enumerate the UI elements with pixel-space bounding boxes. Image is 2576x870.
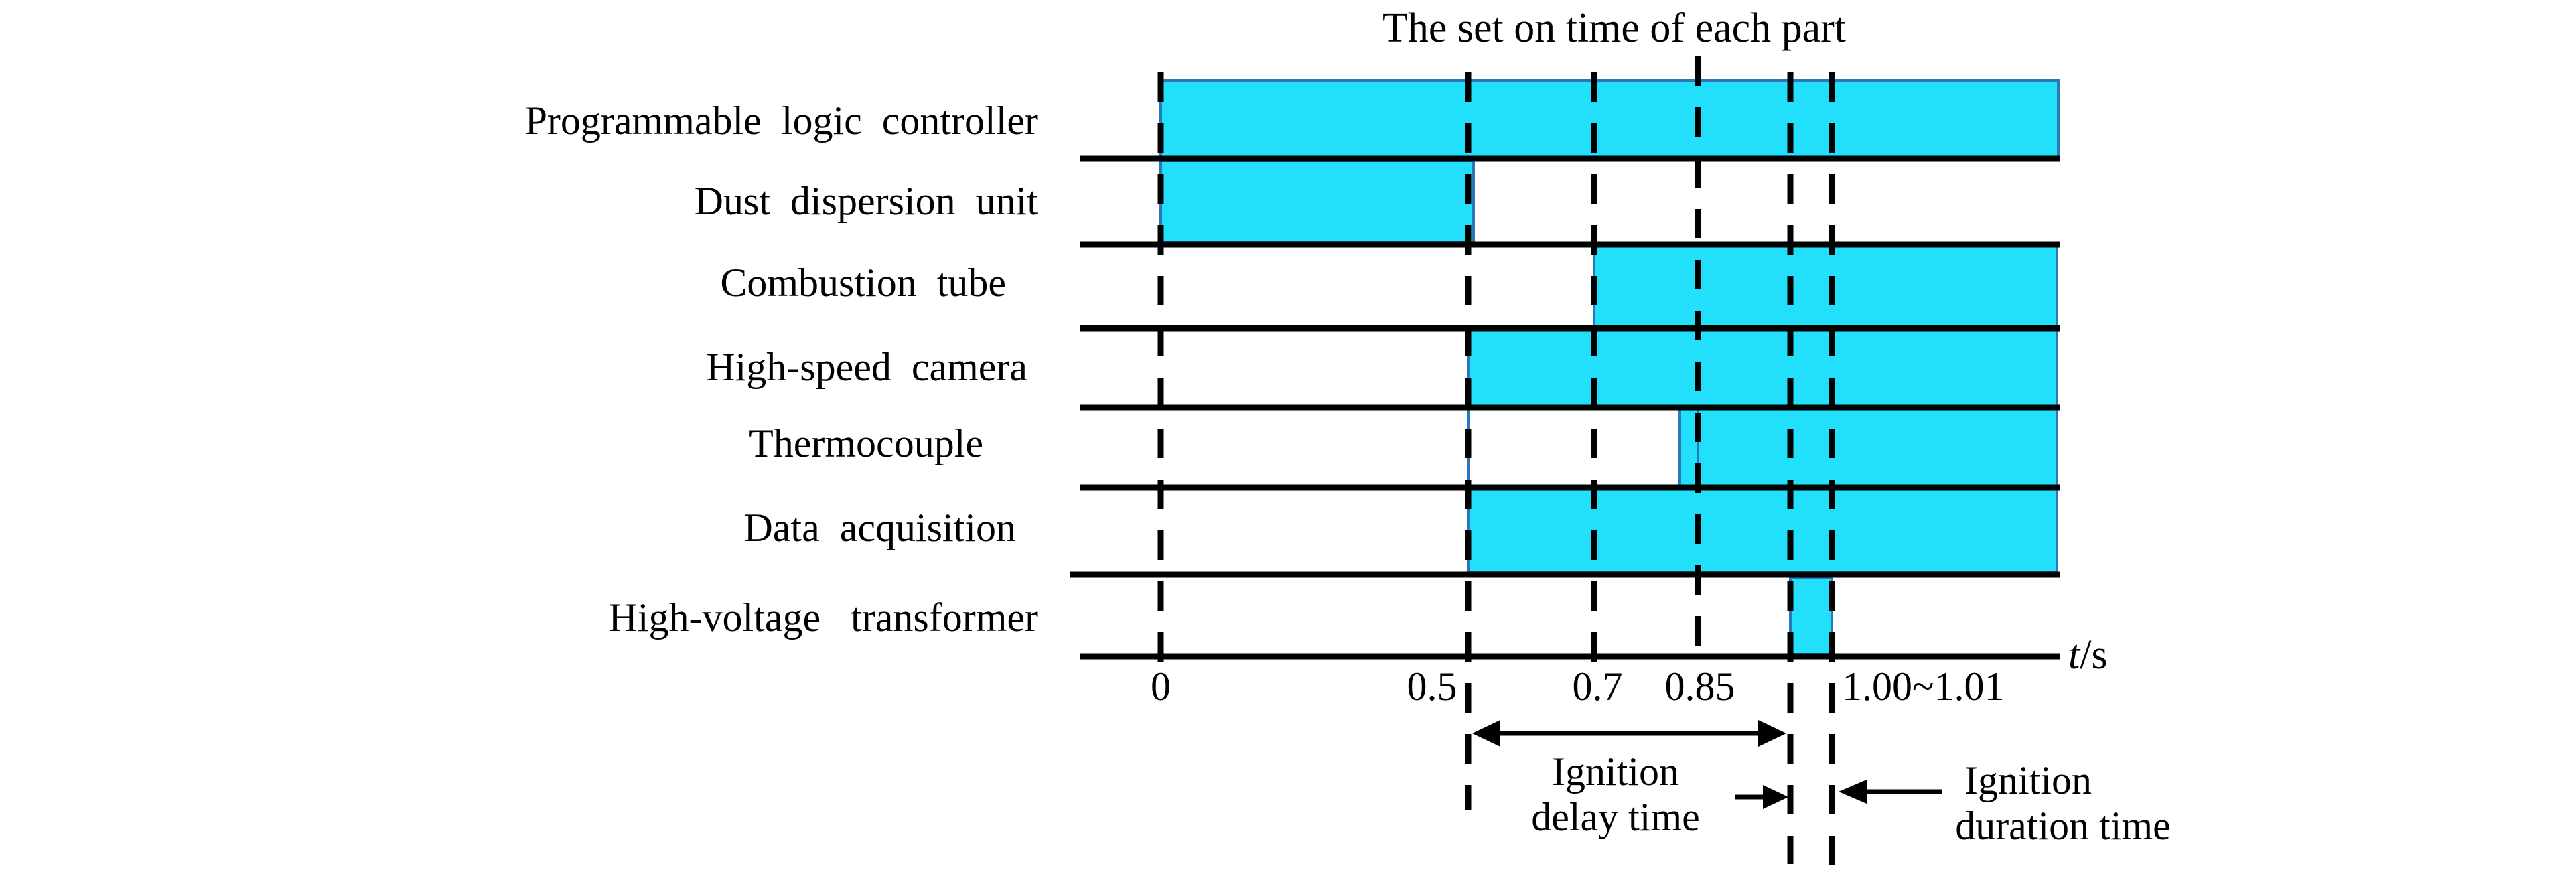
ignition-delay-label-line1: Ignition <box>1552 749 1679 794</box>
ignition-delay-arrow <box>1472 720 1786 747</box>
ignition-delay-label-line2: delay time <box>1531 795 1700 839</box>
axis-unit: /s <box>2080 632 2107 678</box>
bar-programmable-logic-controller <box>1159 79 2060 160</box>
bars <box>1159 79 2060 656</box>
tick-label-0-5: 0.5 <box>1407 664 1457 709</box>
row-label-combustion-tube: Combustion tube <box>720 261 1006 305</box>
bar-dust-dispersion-unit <box>1159 159 1475 244</box>
axis-symbol: t <box>2068 632 2081 678</box>
bar-high-voltage-transformer <box>1789 576 1833 656</box>
ignition-duration-arrow <box>1839 780 1942 804</box>
tick-label-0-85: 0.85 <box>1665 664 1735 709</box>
row-label-data-acquisition: Data acquisition <box>743 506 1016 550</box>
delay-arrow-right-head <box>1758 720 1786 747</box>
tick-labels: 0 0.5 0.7 0.85 1.00~1.01 <box>1151 664 2004 709</box>
delay-end-arrow <box>1735 785 1788 809</box>
row-label-high-speed-camera: High-speed camera <box>706 345 1027 389</box>
tick-label-0-7: 0.7 <box>1573 664 1623 709</box>
duration-arrow-head <box>1839 780 1867 804</box>
row-label-dust-dispersion-unit: Dust dispersion unit <box>695 179 1039 223</box>
delay-arrow-left-head <box>1472 720 1500 747</box>
time-markers <box>1157 56 1835 870</box>
row-label-programmable-logic-controller: Programmable logic controller <box>525 98 1038 143</box>
row-baselines <box>1070 155 2060 660</box>
ignition-duration-label-line1: Ignition <box>1964 758 2092 802</box>
row-labels: Programmable logic controller Dust dispe… <box>525 98 1039 640</box>
tick-label-0: 0 <box>1151 664 1171 709</box>
bar-data-acquisition <box>1467 486 2058 574</box>
bar-thermocouple <box>1697 406 2058 489</box>
axis-unit-label: t/s <box>2068 632 2108 678</box>
ignition-duration-label-line2: duration time <box>1955 804 2171 848</box>
row-label-high-voltage-transformer: High-voltage transformer <box>609 595 1038 640</box>
diagram-title: The set on time of each part <box>1382 5 1846 51</box>
row-label-thermocouple: Thermocouple <box>749 421 983 465</box>
tick-label-1-00-1-01: 1.00~1.01 <box>1842 664 2004 709</box>
delay-end-arrow-head <box>1763 785 1788 809</box>
